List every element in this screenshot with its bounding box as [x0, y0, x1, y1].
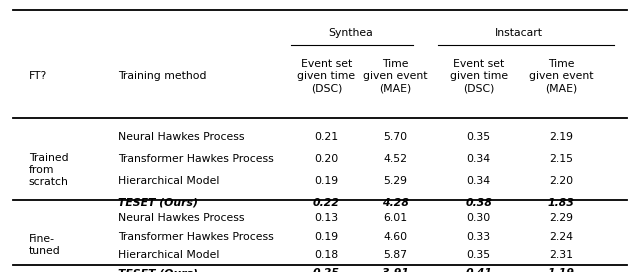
Text: 0.33: 0.33 — [467, 232, 491, 242]
Text: 1.83: 1.83 — [548, 198, 575, 208]
Text: 5.70: 5.70 — [383, 132, 408, 142]
Text: 0.25: 0.25 — [313, 268, 340, 272]
Text: Event set
given time
(DSC): Event set given time (DSC) — [450, 59, 508, 93]
Text: 0.20: 0.20 — [314, 154, 339, 164]
Text: Time
given event
(MAE): Time given event (MAE) — [364, 59, 428, 93]
Text: 2.20: 2.20 — [549, 176, 573, 186]
Text: TESET (Ours): TESET (Ours) — [118, 198, 198, 208]
Text: 0.41: 0.41 — [465, 268, 492, 272]
Text: 0.22: 0.22 — [313, 198, 340, 208]
Text: 1.19: 1.19 — [548, 268, 575, 272]
Text: Transformer Hawkes Process: Transformer Hawkes Process — [118, 154, 274, 164]
Text: 2.24: 2.24 — [549, 232, 573, 242]
Text: 0.19: 0.19 — [314, 232, 339, 242]
Text: 0.19: 0.19 — [314, 176, 339, 186]
Text: 4.60: 4.60 — [383, 232, 408, 242]
Text: 0.18: 0.18 — [314, 250, 339, 260]
Text: TESET (Ours): TESET (Ours) — [118, 268, 198, 272]
Text: 4.28: 4.28 — [382, 198, 409, 208]
Text: 4.52: 4.52 — [383, 154, 408, 164]
Text: 0.21: 0.21 — [314, 132, 339, 142]
Text: Synthea: Synthea — [328, 28, 373, 38]
Text: 2.31: 2.31 — [549, 250, 573, 260]
Text: 0.13: 0.13 — [314, 213, 339, 222]
Text: 2.15: 2.15 — [549, 154, 573, 164]
Text: Trained
from
scratch: Trained from scratch — [29, 153, 68, 187]
Text: 0.35: 0.35 — [467, 132, 491, 142]
Text: 0.35: 0.35 — [467, 250, 491, 260]
Text: Hierarchical Model: Hierarchical Model — [118, 250, 220, 260]
Text: 5.87: 5.87 — [383, 250, 408, 260]
Text: 2.29: 2.29 — [549, 213, 573, 222]
Text: Time
given event
(MAE): Time given event (MAE) — [529, 59, 593, 93]
Text: Neural Hawkes Process: Neural Hawkes Process — [118, 132, 245, 142]
Text: 0.34: 0.34 — [467, 176, 491, 186]
Text: Instacart: Instacart — [495, 28, 543, 38]
Text: Hierarchical Model: Hierarchical Model — [118, 176, 220, 186]
Text: 0.38: 0.38 — [465, 198, 492, 208]
Text: 6.01: 6.01 — [383, 213, 408, 222]
Text: 5.29: 5.29 — [383, 176, 408, 186]
Text: Fine-
tuned: Fine- tuned — [29, 234, 61, 256]
Text: 2.19: 2.19 — [549, 132, 573, 142]
Text: Event set
given time
(DSC): Event set given time (DSC) — [298, 59, 355, 93]
Text: Neural Hawkes Process: Neural Hawkes Process — [118, 213, 245, 222]
Text: 0.34: 0.34 — [467, 154, 491, 164]
Text: 0.30: 0.30 — [467, 213, 491, 222]
Text: FT?: FT? — [29, 71, 47, 81]
Text: Transformer Hawkes Process: Transformer Hawkes Process — [118, 232, 274, 242]
Text: Training method: Training method — [118, 71, 207, 81]
Text: 3.91: 3.91 — [382, 268, 409, 272]
